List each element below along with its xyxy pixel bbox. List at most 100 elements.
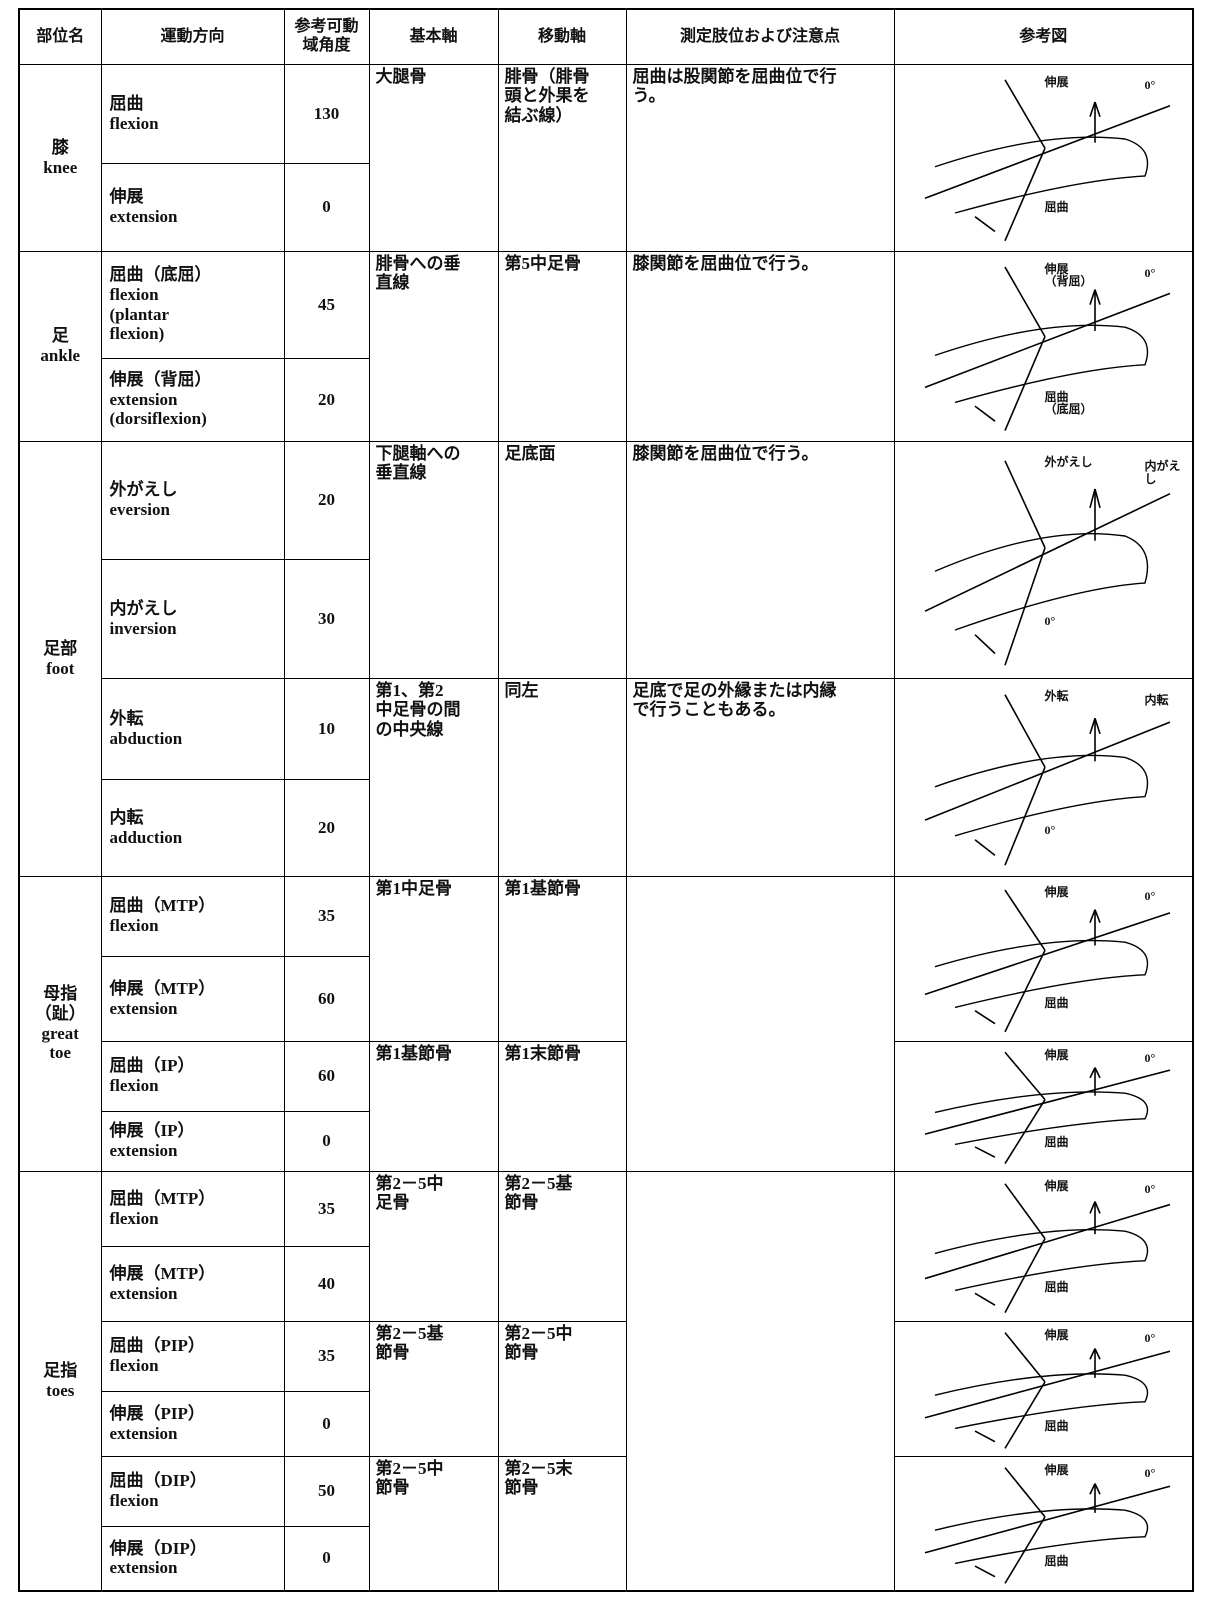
range-of-motion: 0 (283, 1525, 370, 1592)
sketch-line (1003, 1331, 1046, 1382)
figure-label: 屈曲 (1044, 996, 1069, 1011)
motion-row: 外転 abduction 10 第1、第2 中足骨の間 の中央線 同左 足底で足の外縁ま… (19, 677, 1194, 877)
basic-axis: 下腿軸への 垂直線 (368, 440, 499, 679)
figure-label: 屈曲 (1044, 1135, 1069, 1150)
figure: 伸展 0° 屈曲 (895, 1322, 1193, 1455)
figure: 伸展 0° 屈曲 (895, 1172, 1193, 1320)
body-part: 足指 toes (18, 1170, 102, 1592)
sketch-line (974, 1009, 995, 1024)
figure-label: 0° (1044, 614, 1056, 629)
column-header: 参考図 (893, 8, 1194, 65)
motion-row: 屈曲（PIP） flexion 35 第2－5基 節骨 第2－5中 節骨 伸展 0° 屈曲 (19, 1320, 1194, 1457)
motion-direction: 内がえし inversion (100, 558, 285, 679)
figure-label: 内転 (1144, 693, 1169, 708)
figure-label: 伸展 （背屈） (1044, 261, 1093, 289)
figure-label: 0° (1144, 78, 1156, 93)
measurement-note (625, 1170, 895, 1592)
sketch-line (924, 292, 1170, 388)
measurement-note: 屈曲は股関節を屈曲位で行 う。 (625, 63, 895, 252)
reference-figure: 伸展 0° 屈曲 (893, 1040, 1194, 1172)
reference-figure: 伸展 0° 屈曲 (893, 63, 1194, 252)
motion-direction: 伸展（背屈） extension (dorsiflexion) (100, 357, 285, 442)
moving-axis: 同左 (497, 677, 627, 877)
motion-direction: 伸展（DIP） extension (100, 1525, 285, 1592)
sketch-line (1088, 488, 1096, 508)
moving-axis: 第2－5中 節骨 (497, 1320, 627, 1457)
column-header: 基本軸 (368, 8, 499, 65)
basic-axis: 第1基節骨 (368, 1040, 499, 1172)
range-of-motion: 40 (283, 1245, 370, 1322)
motion-row: 足 ankle 屈曲（底屈） flexion (plantar flexion) 4… (18, 250, 1194, 442)
figure-sketch (924, 889, 1170, 1032)
table-body: 部位名 運動方向 参考可動 域角度 基本軸 移動軸 測定肢位および注意点 参考図膝 knee… (18, 8, 1194, 1592)
sketch-line (1093, 488, 1101, 508)
reference-figure: 伸展 0° 屈曲 (893, 1320, 1194, 1457)
motion-direction: 外転 abduction (100, 677, 285, 780)
sketch-line (924, 720, 1170, 821)
reference-figure: 伸展 0° 屈曲 (893, 875, 1194, 1042)
column-header: 移動軸 (497, 8, 627, 65)
figure: 伸展 0° 屈曲 (895, 1457, 1193, 1590)
sketch-line (1093, 1482, 1101, 1495)
motion-row: 内転 adduction 20 (19, 778, 1193, 877)
sketch-line (1093, 1200, 1101, 1214)
reference-figure: 伸展 0° 屈曲 (893, 1170, 1194, 1322)
figure: 伸展 0° 屈曲 (895, 877, 1193, 1040)
moving-axis: 腓骨（腓骨 頭と外果を 結ぶ線） (497, 63, 627, 252)
reference-figure: 伸展 （背屈） 0° 屈曲 （底屈） (893, 250, 1194, 442)
figure-label: 屈曲 （底屈） (1044, 389, 1093, 417)
measurement-note: 膝関節を屈曲位で行う。 (625, 250, 895, 442)
body-part: 母指（趾） great toe (18, 875, 102, 1172)
figure-label: 伸展 (1044, 1463, 1069, 1478)
figure-sketch (924, 1331, 1170, 1449)
range-of-motion: 60 (283, 1040, 370, 1112)
figure-label: 0° (1144, 265, 1156, 280)
range-of-motion: 130 (283, 63, 370, 164)
sketch-line (1003, 693, 1046, 768)
motion-direction: 伸展（PIP） extension (100, 1390, 285, 1457)
sketch-line (1003, 546, 1046, 666)
sketch-outline (934, 1090, 1148, 1145)
figure-label: 0° (1144, 1050, 1156, 1065)
sketch-line (1093, 1347, 1101, 1360)
figure-label: 屈曲 (1044, 1418, 1069, 1433)
figure-label: 0° (1044, 822, 1056, 837)
sketch-line (924, 911, 1170, 995)
sketch-line (1088, 717, 1096, 734)
sketch-line (1093, 101, 1101, 117)
basic-axis: 第1中足骨 (368, 875, 499, 1042)
figure-sketch (924, 1051, 1170, 1164)
motion-row: 足部 foot 外がえし eversion 20 下腿軸への 垂直線 足底面 膝関節を屈曲… (18, 440, 1194, 877)
sketch-outline (934, 135, 1148, 214)
range-of-motion: 10 (283, 677, 370, 780)
figure-label: 外転 (1044, 689, 1069, 704)
reference-figure: 伸展 0° 屈曲 (893, 1455, 1194, 1592)
figure-label: 外がえし (1044, 454, 1093, 469)
motion-row: 伸展（MTP） extension 40 (19, 1245, 1193, 1322)
range-of-motion: 20 (283, 778, 370, 877)
figure: 伸展 0° 屈曲 (895, 1042, 1193, 1170)
sketch-outline (934, 532, 1148, 631)
figure-label: 0° (1144, 888, 1156, 903)
moving-axis: 足底面 (497, 440, 627, 679)
figure-label: 0° (1144, 1182, 1156, 1197)
column-header: 参考可動 域角度 (283, 8, 370, 65)
moving-axis: 第1基節骨 (497, 875, 627, 1042)
basic-axis: 大腿骨 (368, 63, 499, 252)
range-of-motion: 50 (283, 1455, 370, 1527)
basic-axis: 第1、第2 中足骨の間 の中央線 (368, 677, 499, 877)
figure: 伸展 （背屈） 0° 屈曲 （底屈） (895, 252, 1193, 440)
basic-axis: 腓骨への垂 直線 (368, 250, 499, 442)
sketch-line (974, 1429, 995, 1442)
sketch-line (974, 405, 995, 422)
figure: 伸展 0° 屈曲 (895, 65, 1193, 250)
range-of-motion: 45 (283, 250, 370, 359)
range-of-motion: 35 (283, 875, 370, 957)
sketch-line (1088, 1347, 1096, 1360)
motion-direction: 外がえし eversion (100, 440, 285, 560)
figure-label: 内がえし (1144, 459, 1181, 486)
motion-direction: 内転 adduction (100, 778, 285, 877)
motion-row: 伸展（PIP） extension 0 (19, 1390, 1193, 1457)
figure-sketch (924, 459, 1170, 666)
